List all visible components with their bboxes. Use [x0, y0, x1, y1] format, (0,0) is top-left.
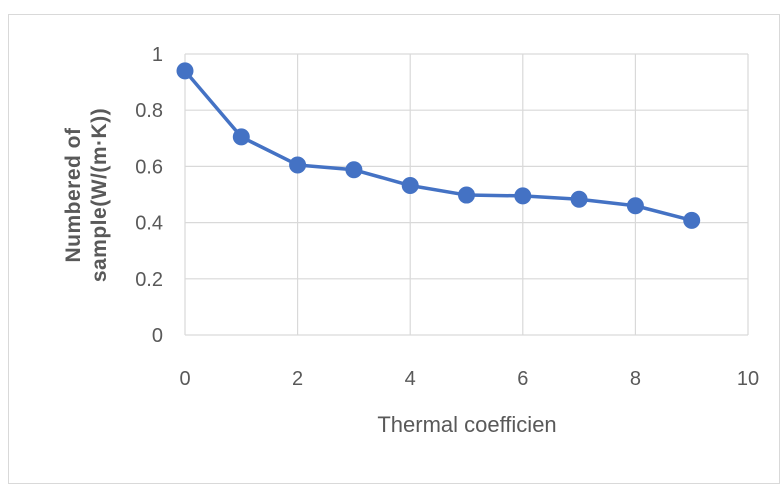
tick-labels: 00.20.40.60.810 2 4 6 8 10: [135, 44, 759, 390]
chart-frame: [8, 14, 780, 484]
series: [176, 62, 701, 229]
data-point: [514, 187, 532, 205]
x-tick-label: 0: [179, 368, 190, 390]
x-tick-label: 10: [737, 368, 759, 390]
y-axis-title-line-2: sample(W/(m·K)): [88, 108, 111, 282]
x-tick-label: 2: [292, 368, 303, 390]
y-tick-label: 0.4: [135, 213, 163, 235]
x-axis-title: Thermal coefficien: [377, 412, 556, 437]
y-axis-title-line-1: Numbered of: [62, 127, 85, 263]
series-line: [183, 69, 693, 223]
data-point: [345, 161, 363, 179]
data-point: [232, 128, 250, 146]
data-point: [683, 211, 701, 229]
data-point: [570, 190, 588, 208]
y-tick-label: 0.8: [135, 100, 163, 122]
data-point: [401, 177, 419, 195]
y-tick-label: 0: [152, 325, 163, 347]
data-point: [176, 62, 194, 80]
x-tick-label: 6: [517, 368, 528, 390]
y-axis-title: Numbered of sample(W/(m·K)): [62, 108, 111, 282]
x-tick-label: 4: [405, 368, 416, 390]
data-point: [626, 197, 644, 215]
data-point: [289, 156, 307, 174]
y-tick-label: 0.2: [135, 269, 163, 291]
x-tick-label: 8: [630, 368, 641, 390]
y-tick-label: 0.6: [135, 156, 163, 178]
y-tick-label: 1: [152, 44, 163, 66]
data-point: [458, 186, 475, 204]
